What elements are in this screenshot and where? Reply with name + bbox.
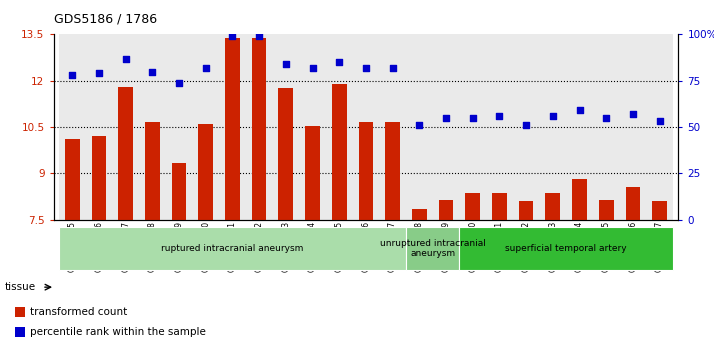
Text: unruptured intracranial
aneurysm: unruptured intracranial aneurysm (380, 239, 486, 258)
Bar (86, 34, 112, 220)
Text: transformed count: transformed count (30, 307, 127, 317)
Bar (59, 227, 406, 270)
Text: percentile rank within the sample: percentile rank within the sample (30, 327, 206, 337)
Point (600, 115, 612, 121)
Point (361, 65, 372, 71)
Bar (305, 126, 320, 220)
Point (441, 115, 452, 121)
Point (227, 33, 238, 39)
Point (493, 113, 505, 119)
Bar (65, 139, 79, 220)
Bar (572, 179, 587, 220)
Bar (566, 34, 593, 220)
Point (253, 33, 265, 39)
Bar (171, 163, 186, 220)
Bar (625, 187, 640, 220)
Bar (145, 122, 160, 220)
Bar (353, 34, 379, 220)
Point (120, 56, 131, 61)
Bar (15, 307, 25, 317)
Text: ruptured intracranial aneurysm: ruptured intracranial aneurysm (161, 244, 303, 253)
Bar (59, 34, 86, 220)
Bar (519, 201, 533, 220)
Bar (139, 34, 166, 220)
Point (387, 65, 398, 71)
Bar (166, 34, 192, 220)
Bar (620, 34, 646, 220)
Bar (593, 34, 620, 220)
Bar (406, 227, 459, 270)
Bar (278, 87, 293, 220)
Bar (545, 193, 560, 220)
Bar (386, 122, 400, 220)
Text: tissue: tissue (5, 282, 36, 292)
Bar (252, 38, 266, 220)
Point (521, 122, 532, 128)
Bar (112, 34, 139, 220)
Point (146, 69, 158, 74)
Point (174, 80, 185, 86)
Point (200, 65, 211, 71)
Bar (599, 200, 613, 220)
Point (280, 61, 291, 67)
Bar (412, 209, 427, 220)
Bar (513, 34, 540, 220)
Bar (299, 34, 326, 220)
Bar (332, 84, 346, 220)
Point (574, 107, 585, 113)
Bar (433, 34, 459, 220)
Bar (459, 34, 486, 220)
Point (627, 111, 638, 117)
Point (547, 113, 558, 119)
Text: GDS5186 / 1786: GDS5186 / 1786 (54, 13, 156, 26)
Bar (466, 193, 480, 220)
Bar (326, 34, 353, 220)
Bar (459, 227, 673, 270)
Point (333, 59, 345, 65)
Bar (492, 193, 507, 220)
Bar (91, 136, 106, 220)
Bar (219, 34, 246, 220)
Point (94, 70, 105, 76)
Point (467, 115, 478, 121)
Bar (246, 34, 273, 220)
Bar (486, 34, 513, 220)
Point (66, 72, 78, 78)
Point (654, 119, 665, 125)
Bar (406, 34, 433, 220)
Bar (15, 327, 25, 337)
Point (307, 65, 318, 71)
Bar (358, 122, 373, 220)
Bar (540, 34, 566, 220)
Bar (225, 38, 240, 220)
Bar (119, 87, 133, 220)
Bar (198, 124, 213, 220)
Bar (273, 34, 299, 220)
Bar (646, 34, 673, 220)
Bar (192, 34, 219, 220)
Point (413, 122, 425, 128)
Text: superficial temporal artery: superficial temporal artery (506, 244, 627, 253)
Bar (653, 201, 667, 220)
Bar (379, 34, 406, 220)
Bar (438, 200, 453, 220)
